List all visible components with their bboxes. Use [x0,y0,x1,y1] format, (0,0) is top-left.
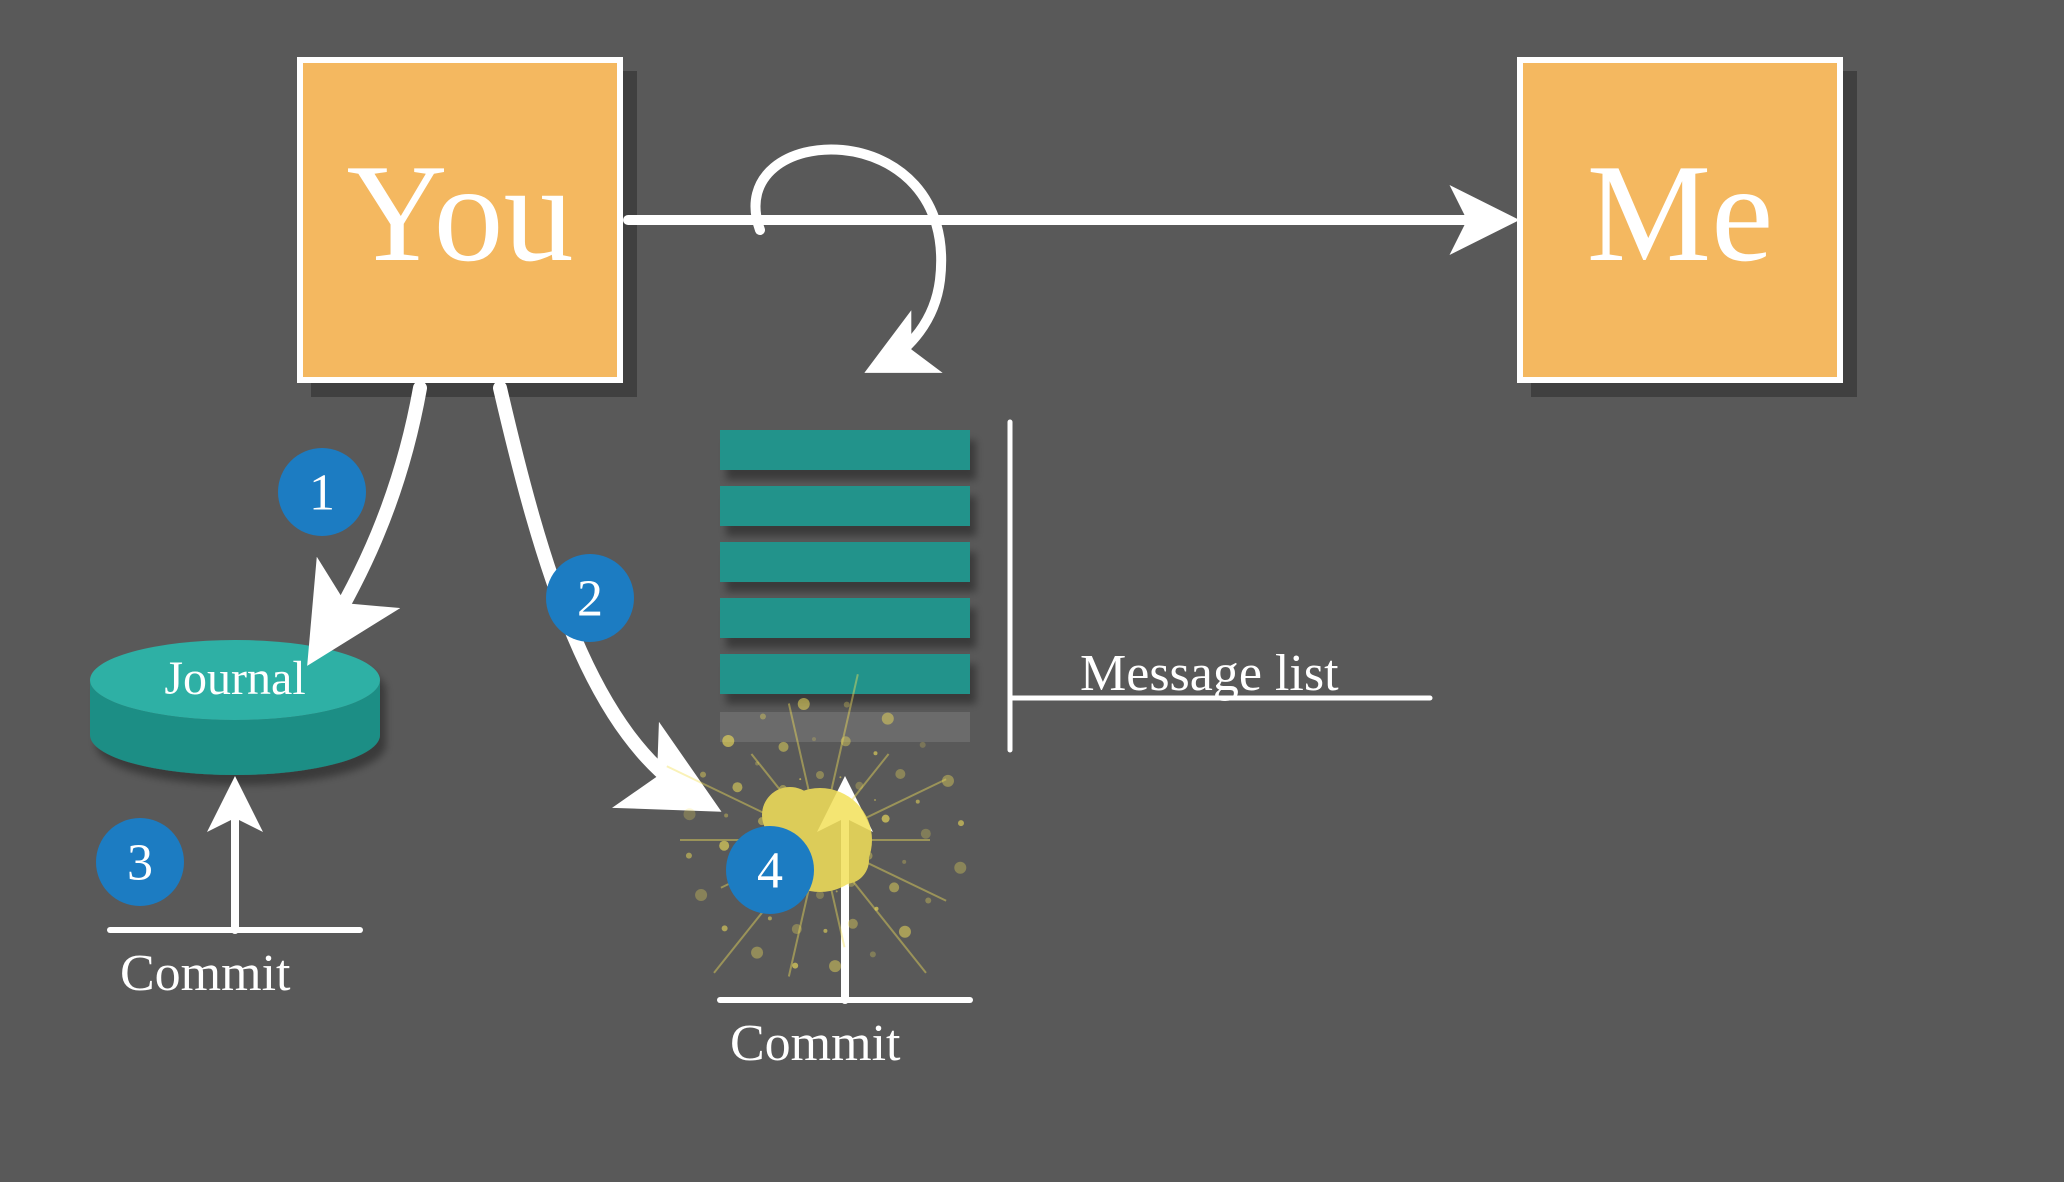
commit-left-label: Commit [120,945,291,1002]
node-journal: Journal [90,640,380,775]
step-badge-2: 2 [546,554,634,642]
step-badge-3: 3 [96,818,184,906]
step-badge-4-number: 4 [757,843,783,900]
step-badge-1-number: 1 [309,465,335,522]
message-list-item [720,486,970,526]
step-badge-2-number: 2 [577,571,603,628]
message-list-item [720,598,970,638]
node-you-label: You [346,136,573,291]
commit-right-label: Commit [730,1015,901,1072]
message-list-item [720,654,970,694]
step-badge-4: 4 [726,826,814,914]
diagram-canvas: You Me Journal Message list Commit Commit 1 2 3 4 [0,0,2064,1182]
step-badge-3-number: 3 [127,835,153,892]
message-list-label: Message list [1080,645,1339,702]
message-list-item [720,542,970,582]
step-badge-1: 1 [278,448,366,536]
node-me: Me [1520,60,1840,380]
node-me-label: Me [1587,136,1774,291]
message-list-item [720,430,970,470]
node-journal-label: Journal [164,652,305,705]
node-you: You [300,60,620,380]
